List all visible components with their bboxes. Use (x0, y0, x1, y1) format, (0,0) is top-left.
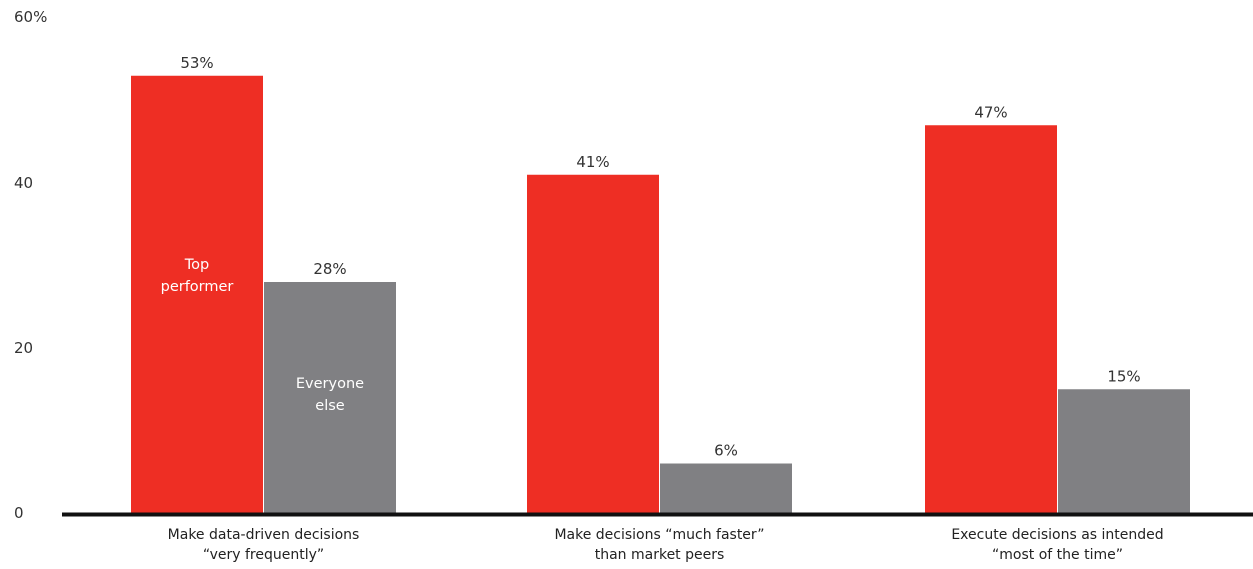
y-tick-label: 40 (14, 174, 33, 192)
value-label: 53% (180, 54, 213, 72)
y-axis-ticks: 0 20 40 60% (14, 8, 47, 522)
bar-top-performer-2 (925, 125, 1057, 513)
bar-top-performer-0 (131, 75, 263, 513)
category-label: “most of the time” (992, 547, 1123, 563)
category-label: “very frequently” (203, 547, 324, 563)
value-label: 28% (313, 260, 346, 278)
series-label-everyone-else: Everyone (296, 376, 364, 392)
y-tick-label: 0 (14, 504, 24, 522)
bars (131, 75, 1190, 513)
bar-everyone-else-2 (1058, 389, 1190, 513)
value-label: 15% (1107, 367, 1140, 385)
value-label: 41% (576, 153, 609, 171)
series-labels: Top performer Everyone else (161, 257, 365, 414)
y-tick-label: 60% (14, 8, 47, 26)
y-tick-label: 20 (14, 339, 33, 357)
series-label-top-performer: performer (161, 279, 234, 295)
bar-everyone-else-0 (264, 282, 396, 513)
category-labels: Make data-driven decisions “very frequent… (168, 527, 1164, 563)
series-label-everyone-else: else (315, 398, 345, 414)
category-label: Execute decisions as intended (951, 527, 1163, 543)
category-label: than market peers (595, 547, 725, 563)
value-label: 6% (714, 442, 738, 460)
category-label: Make decisions “much faster” (554, 527, 764, 543)
category-label: Make data-driven decisions (168, 527, 360, 543)
bar-top-performer-1 (527, 174, 659, 513)
value-labels: 53% 41% 47% 28% 6% 15% (180, 54, 1140, 460)
bar-everyone-else-1 (660, 463, 792, 513)
value-label: 47% (974, 103, 1007, 121)
series-label-top-performer: Top (184, 257, 209, 273)
